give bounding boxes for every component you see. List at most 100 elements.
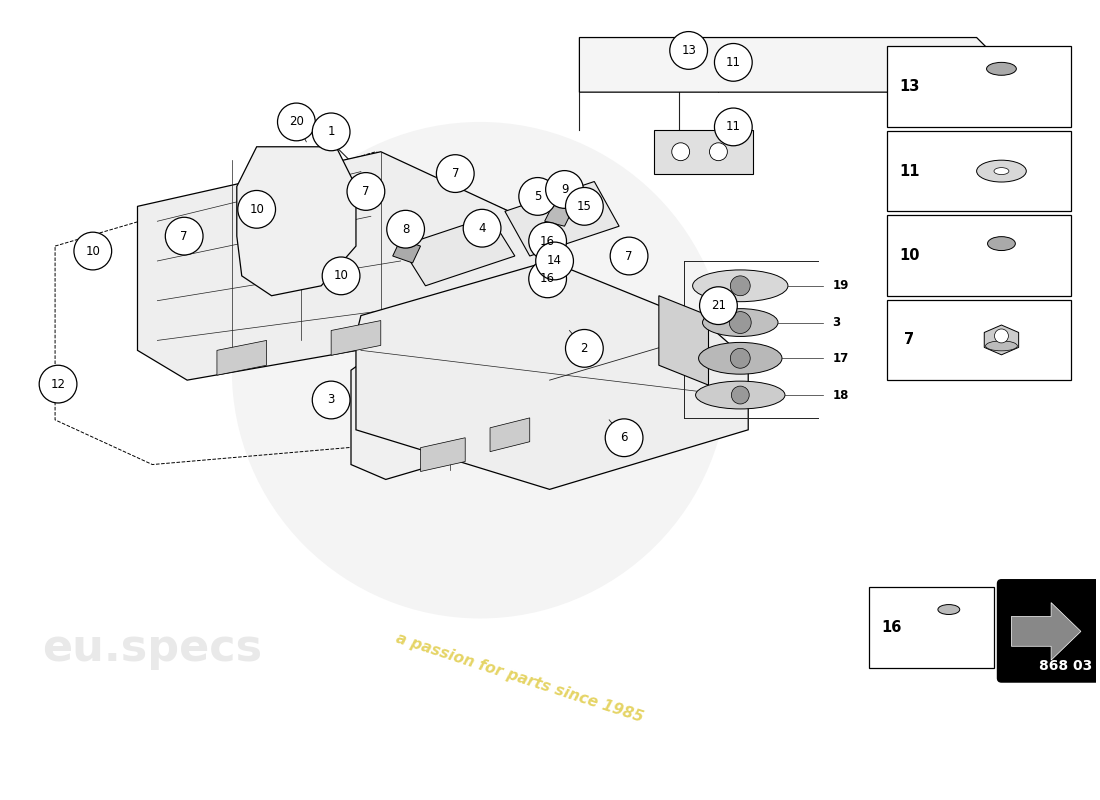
Circle shape [700, 286, 737, 325]
Ellipse shape [703, 309, 778, 337]
Polygon shape [393, 239, 420, 263]
Polygon shape [217, 341, 266, 375]
Circle shape [346, 173, 385, 210]
Circle shape [387, 210, 425, 248]
Text: 6: 6 [620, 431, 628, 444]
Circle shape [312, 381, 350, 419]
Text: 19: 19 [833, 279, 849, 292]
Circle shape [715, 108, 752, 146]
Bar [888, 300, 1071, 380]
Circle shape [529, 222, 566, 260]
Bar [888, 46, 1071, 127]
Text: 8: 8 [402, 222, 409, 236]
Text: 16: 16 [540, 272, 556, 286]
Text: 11: 11 [899, 164, 920, 178]
Circle shape [710, 142, 727, 161]
Polygon shape [580, 38, 1006, 92]
Text: 10: 10 [250, 203, 264, 216]
Polygon shape [659, 296, 708, 385]
Text: 16: 16 [881, 620, 901, 635]
Circle shape [463, 210, 500, 247]
Polygon shape [351, 290, 584, 479]
Polygon shape [490, 418, 530, 452]
Circle shape [565, 187, 603, 226]
Polygon shape [1011, 602, 1081, 660]
Circle shape [715, 43, 752, 82]
Ellipse shape [977, 160, 1026, 182]
Ellipse shape [693, 270, 788, 302]
Text: 10: 10 [86, 245, 100, 258]
Text: 11: 11 [726, 56, 740, 69]
Circle shape [730, 276, 750, 296]
Text: 7: 7 [451, 167, 459, 180]
Polygon shape [356, 261, 748, 490]
Circle shape [729, 312, 751, 334]
Bar [869, 586, 993, 668]
Ellipse shape [698, 342, 782, 374]
Text: a passion for parts since 1985: a passion for parts since 1985 [394, 631, 646, 726]
Text: 20: 20 [289, 115, 304, 129]
Circle shape [312, 113, 350, 150]
Circle shape [529, 260, 566, 298]
Polygon shape [41, 378, 68, 390]
Text: 12: 12 [51, 378, 66, 390]
Text: 3: 3 [833, 316, 840, 329]
Polygon shape [505, 182, 619, 256]
Text: 3: 3 [328, 394, 334, 406]
Text: 13: 13 [681, 44, 696, 57]
Circle shape [610, 237, 648, 275]
Ellipse shape [994, 168, 1009, 174]
Text: 7: 7 [180, 230, 188, 242]
Text: 17: 17 [833, 352, 849, 365]
Circle shape [672, 142, 690, 161]
Circle shape [546, 170, 583, 208]
Text: 7: 7 [625, 250, 632, 262]
Text: 868 03: 868 03 [1040, 659, 1092, 673]
Polygon shape [984, 325, 1019, 355]
Polygon shape [653, 130, 754, 174]
Circle shape [670, 31, 707, 70]
Polygon shape [236, 146, 356, 296]
Text: 18: 18 [833, 389, 849, 402]
Text: 14: 14 [547, 254, 562, 267]
Text: 16: 16 [540, 234, 556, 248]
Circle shape [519, 178, 557, 215]
Polygon shape [400, 216, 515, 286]
Circle shape [232, 122, 728, 618]
Ellipse shape [987, 62, 1016, 75]
Circle shape [165, 218, 204, 255]
Ellipse shape [695, 381, 785, 409]
Text: eu.specs: eu.specs [42, 626, 263, 670]
Circle shape [605, 419, 643, 457]
Circle shape [74, 232, 112, 270]
Circle shape [730, 348, 750, 368]
Text: 2: 2 [581, 342, 589, 355]
Text: 7: 7 [362, 185, 370, 198]
Circle shape [277, 103, 316, 141]
Text: 10: 10 [899, 248, 920, 263]
Text: 15: 15 [576, 200, 592, 213]
Text: 1: 1 [328, 126, 334, 138]
Text: 7: 7 [904, 333, 914, 347]
Text: 13: 13 [899, 79, 920, 94]
Polygon shape [138, 152, 554, 380]
Text: 9: 9 [561, 183, 569, 196]
Polygon shape [544, 202, 574, 226]
Circle shape [40, 366, 77, 403]
Polygon shape [331, 321, 381, 355]
Circle shape [322, 257, 360, 294]
Ellipse shape [986, 341, 1018, 351]
Circle shape [994, 329, 1009, 343]
Polygon shape [420, 438, 465, 471]
Text: 10: 10 [333, 270, 349, 282]
Circle shape [565, 330, 603, 367]
Circle shape [238, 190, 275, 228]
Circle shape [536, 242, 573, 280]
Ellipse shape [938, 605, 959, 614]
Circle shape [437, 154, 474, 193]
Text: 21: 21 [711, 299, 726, 312]
FancyBboxPatch shape [998, 580, 1100, 682]
Text: 4: 4 [478, 222, 486, 234]
Polygon shape [538, 256, 564, 283]
Text: 5: 5 [534, 190, 541, 203]
